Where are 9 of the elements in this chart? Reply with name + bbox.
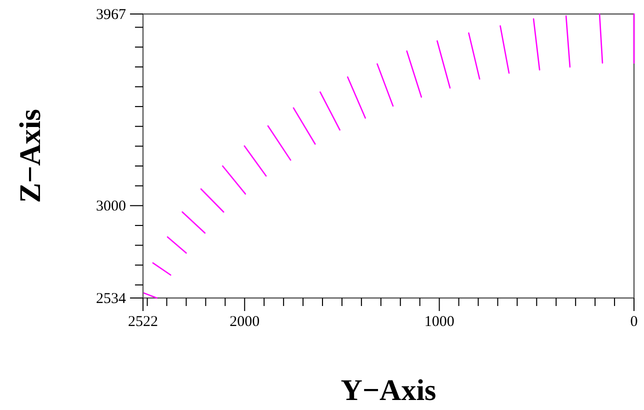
x-tick-label: 2522 xyxy=(128,314,158,330)
x-tick-label: 2000 xyxy=(230,314,260,330)
x-axis-title: Y−Axis xyxy=(340,374,436,407)
y-tick-label: 3967 xyxy=(96,7,126,23)
y-tick-label: 3000 xyxy=(96,198,126,215)
y-axis-title: Z−Axis xyxy=(14,109,47,203)
y-tick-label: 2534 xyxy=(96,291,126,307)
x-tick-label: 0 xyxy=(630,314,638,330)
x-tick-label: 1000 xyxy=(424,314,454,330)
